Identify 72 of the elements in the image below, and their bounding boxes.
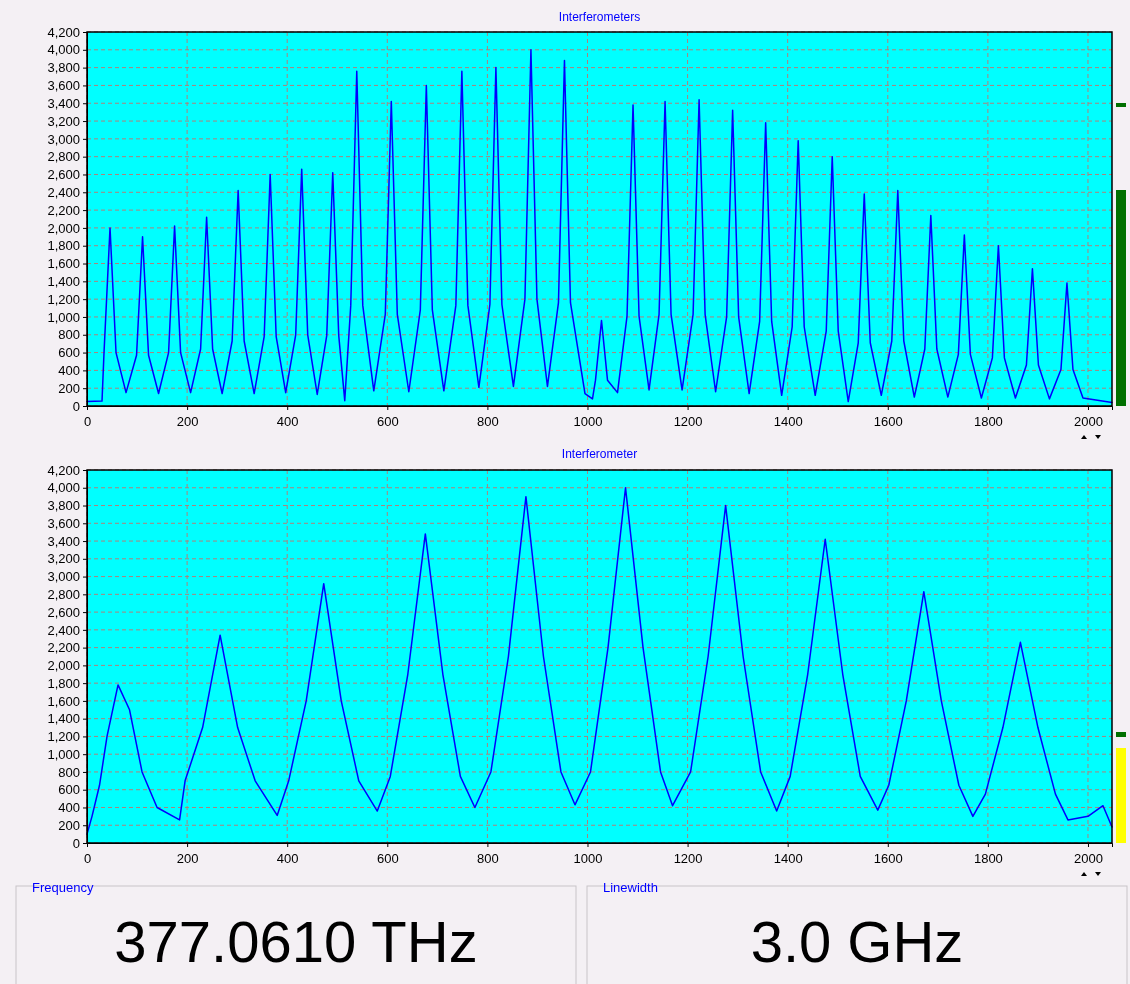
y-tick-label: 3,200 xyxy=(47,551,80,567)
y-tick-label: 3,000 xyxy=(47,569,80,585)
y-tick-label: 2,000 xyxy=(47,220,80,236)
y-tick-label: 600 xyxy=(58,345,80,361)
y-tick-label: 3,400 xyxy=(47,533,80,549)
y-tick-label: 2,400 xyxy=(47,184,80,200)
y-tick-label: 3,200 xyxy=(47,113,80,129)
y-tick-label: 3,000 xyxy=(47,131,80,147)
y-tick-label: 3,800 xyxy=(47,498,80,514)
x-tick-label: 400 xyxy=(276,414,299,429)
y-tick-label: 1,400 xyxy=(47,273,80,289)
y-tick-label: 400 xyxy=(58,363,80,379)
y-tick-label: 3,800 xyxy=(47,60,80,76)
x-tick-label: 1600 xyxy=(873,851,903,866)
y-tick-label: 4,000 xyxy=(47,480,80,496)
y-tick-label: 4,200 xyxy=(47,462,80,478)
x-tick-label: 600 xyxy=(376,414,399,429)
x-tick-label: 2000 xyxy=(1074,414,1103,429)
y-tick-label: 1,600 xyxy=(47,256,80,272)
x-tick-label: 0 xyxy=(83,414,92,429)
text: Frequency xyxy=(32,880,94,895)
y-tick-label: 2,800 xyxy=(47,149,80,165)
y-tick-label: 1,200 xyxy=(47,291,80,307)
y-tick-label: 2,400 xyxy=(47,622,80,638)
y-tick-label: 2,600 xyxy=(47,604,80,620)
y-tick-label: 0 xyxy=(72,835,80,851)
y-tick-label: 800 xyxy=(58,327,80,343)
x-tick-label: 800 xyxy=(477,414,499,429)
x-tick-label: 200 xyxy=(176,851,199,866)
y-tick-label: 4,000 xyxy=(47,42,80,58)
y-tick-label: 3,600 xyxy=(47,78,80,94)
x-tick-label: 1600 xyxy=(873,414,903,429)
y-tick-label: 2,600 xyxy=(47,167,80,183)
y-tick-label: 1,000 xyxy=(47,746,80,762)
y-tick-label: 200 xyxy=(58,380,80,396)
y-tick-label: 2,200 xyxy=(47,202,80,218)
y-tick-label: 1,600 xyxy=(47,693,80,709)
x-tick-label: 1000 xyxy=(573,414,603,429)
y-tick-label: 1,000 xyxy=(47,309,80,325)
y-tick-label: 3,400 xyxy=(47,95,80,111)
y-tick-label: 2,800 xyxy=(47,586,80,602)
x-tick-label: 1200 xyxy=(673,414,703,429)
x-tick-label: 0 xyxy=(83,851,92,866)
y-tick-label: 4,200 xyxy=(47,24,80,40)
text: Linewidth xyxy=(603,880,658,895)
y-tick-label: 800 xyxy=(58,764,80,780)
y-tick-label: 1,200 xyxy=(47,729,80,745)
x-tick-label: 1200 xyxy=(673,851,703,866)
y-tick-label: 0 xyxy=(72,398,80,414)
y-tick-label: 600 xyxy=(58,782,80,798)
y-tick-label: 2,000 xyxy=(47,658,80,674)
x-tick-label: 1800 xyxy=(973,851,1003,866)
text: 377.0610 THz xyxy=(114,909,478,974)
y-tick-label: 200 xyxy=(58,817,80,833)
x-tick-label: 1400 xyxy=(773,851,803,866)
y-tick-label: 1,800 xyxy=(47,675,80,691)
x-tick-label: 800 xyxy=(477,851,499,866)
x-tick-label: 200 xyxy=(176,414,199,429)
y-tick-label: 3,600 xyxy=(47,515,80,531)
chart-title: Interferometers xyxy=(558,10,641,24)
text: 3.0 GHz xyxy=(750,909,964,974)
x-tick-label: 400 xyxy=(276,851,299,866)
y-tick-label: 1,400 xyxy=(47,711,80,727)
y-tick-label: 2,200 xyxy=(47,640,80,656)
x-tick-label: 1400 xyxy=(773,414,803,429)
x-tick-label: 600 xyxy=(376,851,399,866)
x-tick-label: 1000 xyxy=(573,851,603,866)
chart-title: Interferometer xyxy=(561,447,638,461)
x-tick-label: 2000 xyxy=(1074,851,1103,866)
x-tick-label: 1800 xyxy=(973,414,1003,429)
y-tick-label: 400 xyxy=(58,800,80,816)
y-tick-label: 1,800 xyxy=(47,238,80,254)
